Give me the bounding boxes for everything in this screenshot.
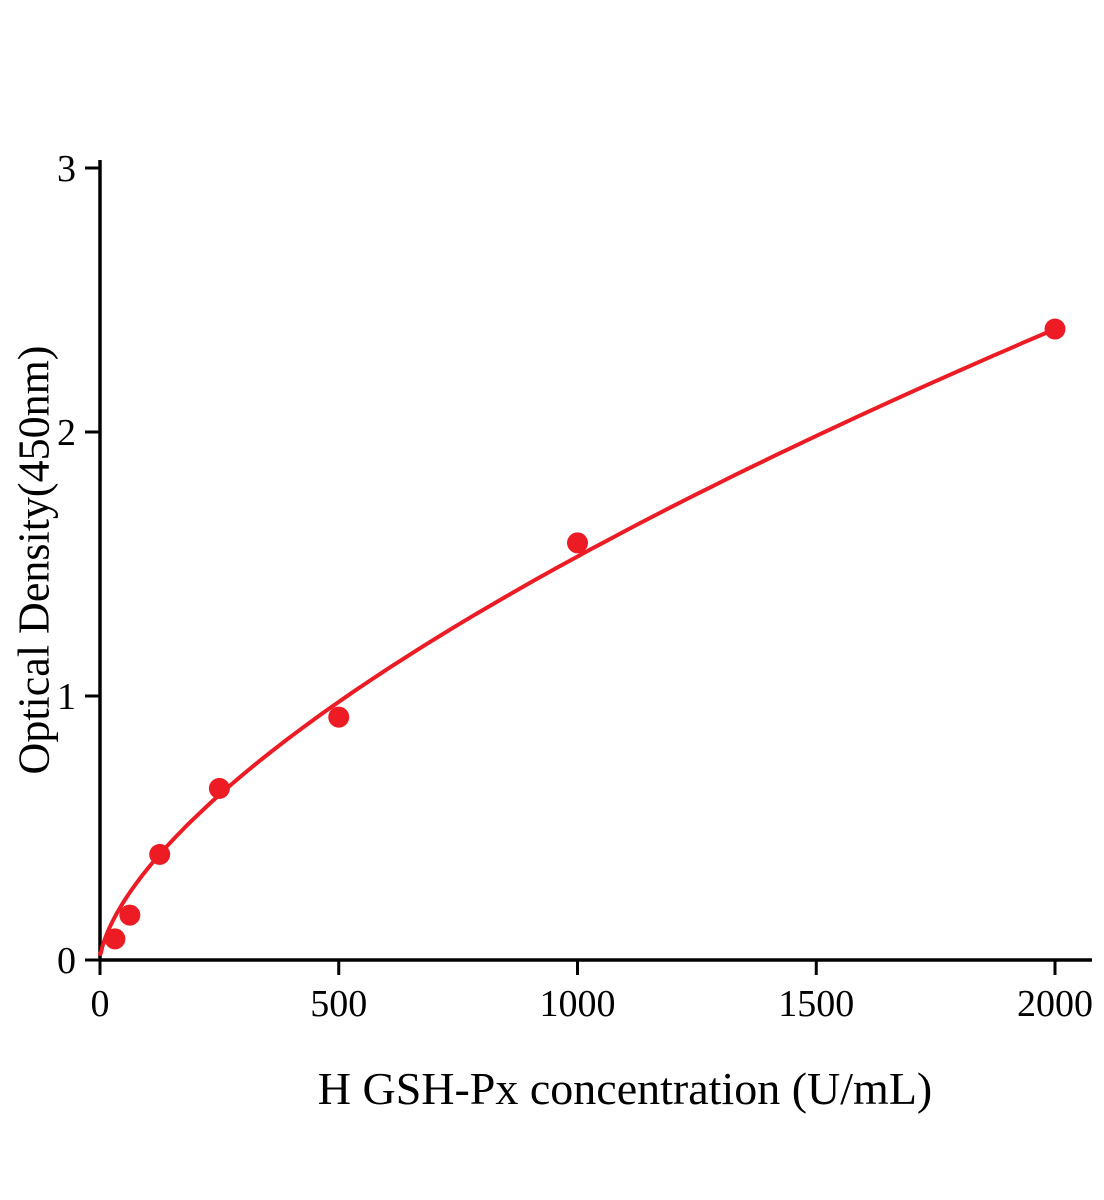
data-point: [1044, 318, 1066, 340]
data-point: [567, 532, 588, 554]
y-tick-label: 0: [57, 940, 76, 982]
data-point: [104, 928, 126, 950]
y-tick-label: 2: [57, 412, 76, 454]
x-tick-label: 2000: [1017, 983, 1093, 1025]
x-tick-label: 0: [91, 983, 110, 1025]
y-tick-label: 3: [57, 148, 76, 190]
data-point: [208, 777, 230, 799]
x-tick-label: 1000: [540, 983, 616, 1025]
x-axis-title: H GSH-Px concentration (U/mL): [317, 1063, 933, 1114]
data-point: [149, 843, 171, 865]
x-tick-label: 500: [310, 983, 367, 1025]
data-point: [119, 904, 141, 926]
data-point: [328, 706, 350, 728]
x-tick-label: 1500: [778, 983, 854, 1025]
y-axis-title: Optical Density(450nm): [9, 345, 59, 775]
y-tick-label: 1: [57, 676, 76, 718]
fit-curve: [98, 327, 1057, 956]
